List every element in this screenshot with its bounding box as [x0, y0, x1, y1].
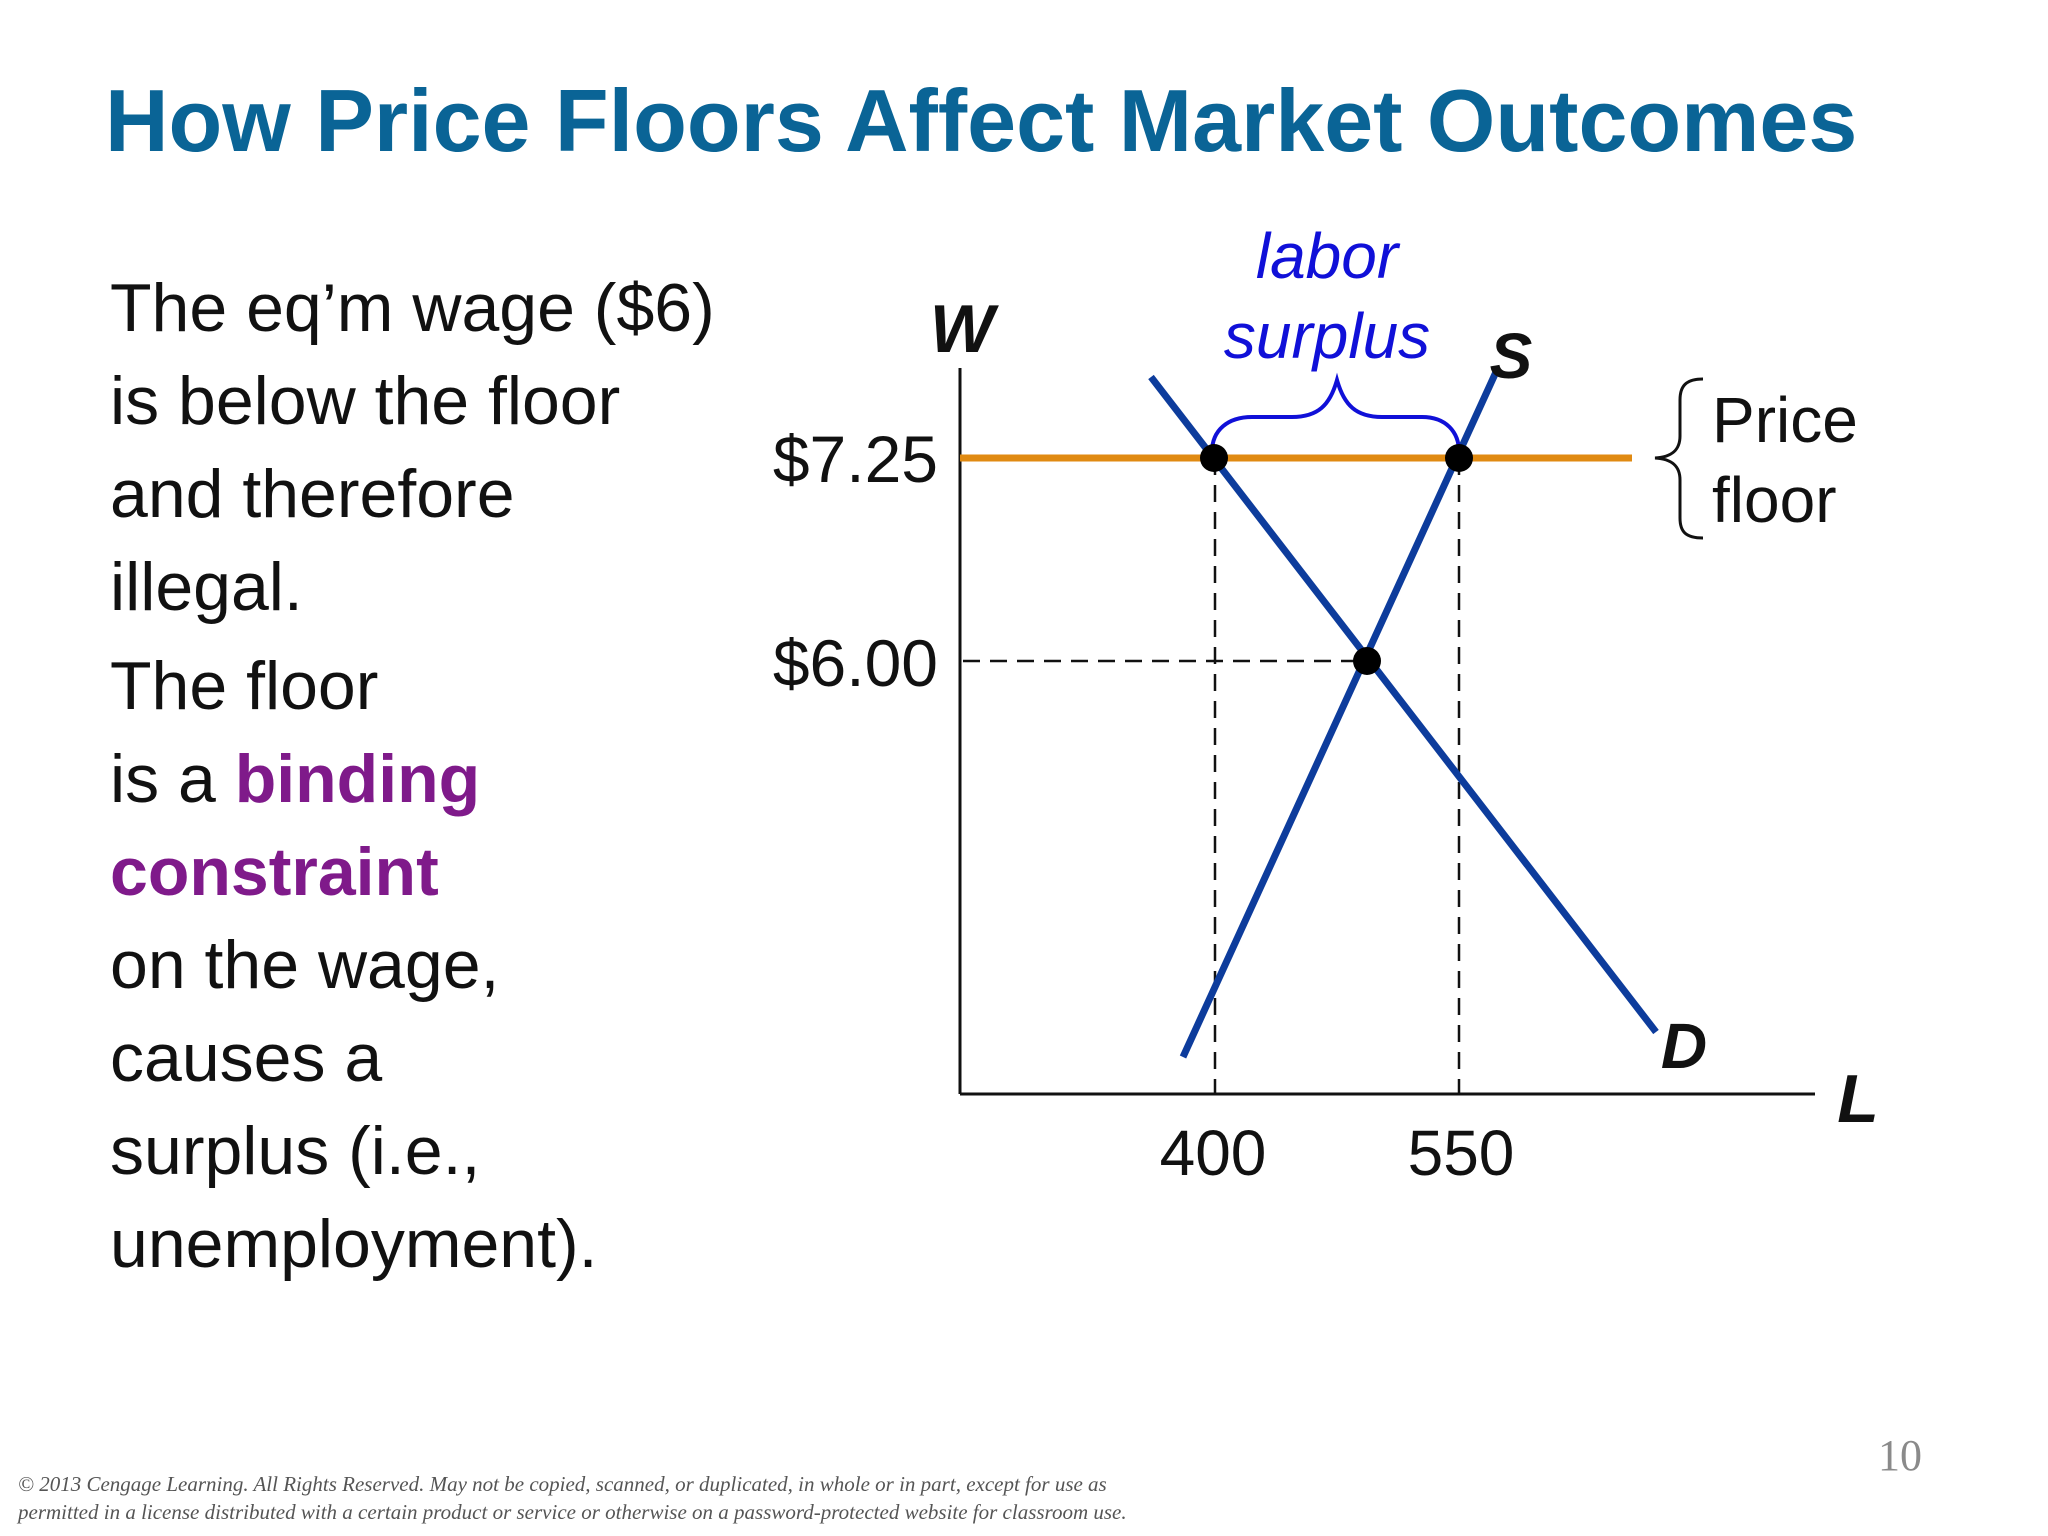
x-axis-label: L [1837, 1061, 1879, 1137]
supply-label: S [1490, 320, 1533, 392]
copyright-line-2: permitted in a license distributed with … [18, 1500, 1127, 1524]
demand-curve [1148, 374, 1659, 1035]
price-floor-label-line-1: Price [1712, 384, 1858, 456]
para1-line-2: is below the floor [110, 363, 621, 439]
para2-line-7: unemployment). [110, 1206, 598, 1282]
y-axis-label: W [930, 291, 1000, 367]
para2-line-2-prefix: is a [110, 741, 235, 817]
price-floor-label-line-2: floor [1712, 464, 1837, 536]
page-number: 10 [1878, 1431, 1922, 1480]
explanation-text: The eq’m wage ($6) is below the floor an… [110, 262, 810, 1291]
paragraph-1: The eq’m wage ($6) is below the floor an… [110, 262, 810, 634]
floor-wage-label: $7.25 [773, 422, 938, 496]
eq-wage-label: $6.00 [773, 626, 938, 700]
highlight-binding: binding [234, 741, 481, 817]
para2-line-5: causes a [110, 1020, 383, 1096]
supply-curve [1179, 370, 1500, 1059]
para2-line-4: on the wage, [110, 927, 500, 1003]
para1-line-1: The eq’m wage ($6) [110, 270, 715, 346]
surplus-label-line-2: surplus [1224, 300, 1430, 372]
qty-demanded-label: 400 [1160, 1117, 1267, 1189]
highlight-constraint: constraint [110, 834, 439, 910]
labor-surplus-brace [1210, 372, 1461, 453]
qty-supplied-label: 550 [1408, 1117, 1515, 1189]
para2-line-1: The floor [110, 648, 379, 724]
copyright-footer: © 2013 Cengage Learning. All Rights Rese… [18, 1470, 1127, 1526]
price-floor-brace [1654, 377, 1704, 540]
para2-line-6: surplus (i.e., [110, 1113, 481, 1189]
demand-label: D [1661, 1010, 1707, 1082]
equilibrium-point [1353, 647, 1381, 675]
supply-at-floor-point [1445, 444, 1473, 472]
para1-line-3: and therefore [110, 456, 515, 532]
surplus-label-line-1: labor [1256, 220, 1401, 292]
copyright-line-1: © 2013 Cengage Learning. All Rights Rese… [18, 1472, 1107, 1496]
demand-at-floor-point [1200, 444, 1228, 472]
slide-title: How Price Floors Affect Market Outcomes [105, 71, 1858, 170]
para1-line-4: illegal. [110, 549, 303, 625]
paragraph-2: The floor is a binding constraint on the… [110, 640, 810, 1291]
